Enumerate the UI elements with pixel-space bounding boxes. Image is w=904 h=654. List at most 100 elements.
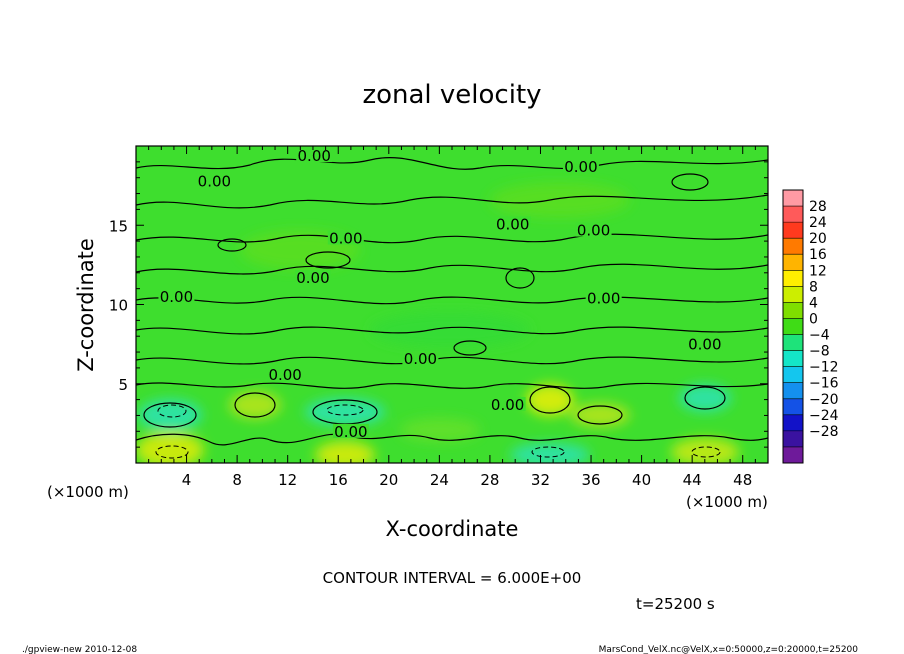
contour-line [136,326,768,335]
contour-label: 0.00 [587,290,620,308]
plot-area: 0.00 0.00 0.00 0.00 0.00 0.00 0.00 0.00 0.00 0.00… [135,145,769,464]
colorbar-cell [783,334,803,352]
contour-label-bg [332,423,369,438]
x-tick-label: 44 [683,471,702,489]
colorbar-label: −28 [809,424,839,440]
x-tick-label: 8 [232,471,242,489]
x-tick-label: 16 [329,471,348,489]
field-blob [510,443,590,463]
colorbar-cell [783,270,803,287]
x-axis: 4 8 12 16 20 24 28 32 36 40 44 48 [148,146,756,489]
colorbar-cell [783,350,803,368]
y-axis: 5 10 15 [109,161,768,448]
contour-label-bg [562,159,599,174]
x-tick-label: 32 [531,471,550,489]
x-tick-label: 28 [480,471,499,489]
contour-label-bg [489,396,526,411]
contour-loop [217,238,247,252]
colorbar-cell [783,206,803,223]
colorbar-cell [783,318,803,336]
colorbar-cell [783,254,803,271]
contour-loop [143,402,197,428]
y-axis-label: Z-coordinate [74,238,98,372]
dashed-contour [155,445,189,459]
field-blob [138,399,202,431]
contour-loop [684,386,726,410]
field-blob [526,384,574,416]
colorbar-label: 4 [809,295,818,311]
x-tick-label: 4 [182,471,192,489]
contour-label-bg [296,148,333,163]
contour-line [136,157,768,170]
contour-label-bg [158,289,195,304]
field-blob [679,384,731,412]
contour-line [136,194,768,209]
x-tick-label: 20 [379,471,398,489]
dashed-contour [326,404,364,416]
colorbar-frame [782,189,804,464]
contour-label-bg [267,366,304,381]
contour-label-bg [294,270,331,285]
contour-label: 0.00 [329,230,362,248]
colorbar-label: 20 [809,231,827,247]
colorbar-cell [783,238,803,255]
contour-label-bg [585,290,622,305]
colorbar-label: 8 [809,279,818,295]
contour-label: 0.00 [404,350,437,368]
y-tick-label: 10 [109,297,128,315]
contour-label: 0.00 [491,396,524,414]
colorbar-label: 0 [809,311,818,327]
x-tick-label: 36 [581,471,600,489]
footer-right: MarsCond_VelX.nc@VelX,x=0:50000,z=0:2000… [599,645,859,654]
colorbar-label: 24 [809,215,827,231]
contour-label-bg [686,336,723,351]
contour-label: 0.00 [268,366,301,384]
contour-label: 0.00 [198,172,231,190]
x-tick-label: 12 [278,471,297,489]
contour-label: 0.00 [577,222,610,240]
contour-labels: 0.00 0.00 0.00 0.00 0.00 0.00 0.00 0.00 0.00 0.00… [158,147,723,441]
contour-label: 0.00 [564,158,597,176]
x-tick-label: 24 [430,471,449,489]
colorbar-label: 16 [809,247,827,263]
colorbar-label: −8 [809,344,830,360]
field-blob [305,398,385,426]
dashed-contour [157,404,187,418]
contour-line [136,296,768,305]
contour-loop [577,405,623,425]
time-label: t=25200 s [636,595,715,613]
contour-label: 0.00 [160,288,193,306]
y-tick-label: 15 [109,217,128,235]
colorbar-label: −12 [809,360,839,376]
contour-loop [505,267,535,289]
colorbar-label: −16 [809,376,839,392]
contour-loop [529,386,571,414]
colorbar-cell [783,222,803,239]
dashed-contour [531,446,565,458]
dashed-contour [691,446,721,458]
colorbar-cell [783,382,803,400]
x-tick-label: 40 [632,471,651,489]
contour-label: 0.00 [496,215,529,233]
velocity-field [136,157,768,463]
field-blob [315,441,375,463]
colorbar-label: 12 [809,263,827,279]
field-blob [490,182,630,218]
colorbar-cell [783,302,803,319]
contour-loop [305,251,351,269]
contour-label: 0.00 [688,336,721,354]
colorbar-cell [783,430,803,448]
contour-lines [136,157,768,446]
x-tick-label: 48 [733,471,752,489]
contour-label-bg [402,350,439,365]
colorbar-label: 28 [809,199,827,215]
contour-label: 0.00 [298,147,331,165]
x-unit-left: (×1000 m) [47,483,129,501]
field-blob [370,312,530,348]
contour-loop [453,340,487,356]
field-blob [229,391,281,419]
contour-label-bg [494,216,531,231]
colorbar-cell [783,190,803,207]
